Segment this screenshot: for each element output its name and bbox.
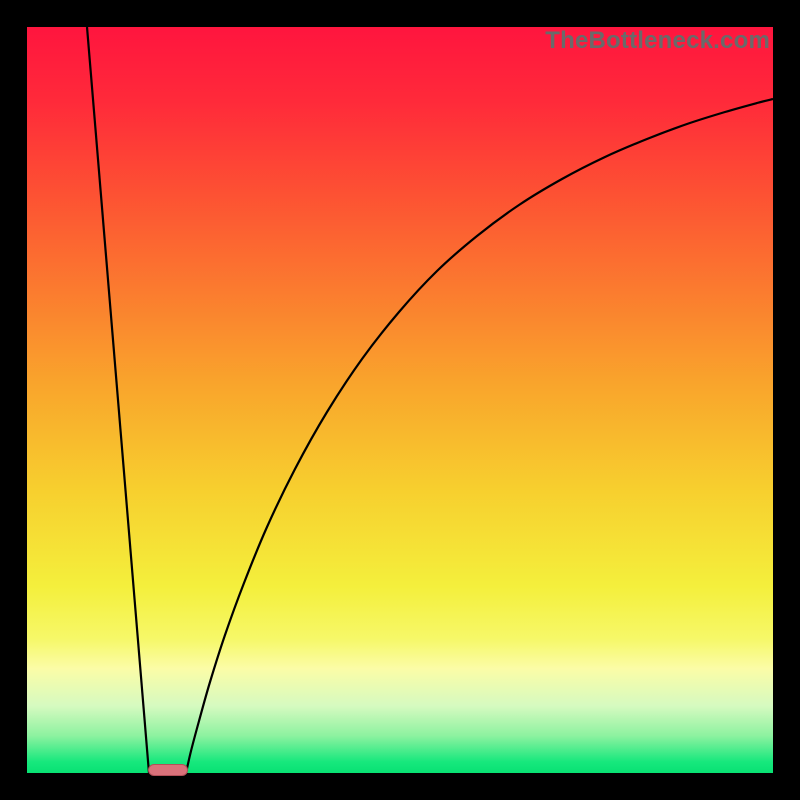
bottleneck-curve — [27, 27, 773, 773]
chart-frame: TheBottleneck.com — [0, 0, 800, 800]
border-top — [0, 0, 800, 27]
curve-right-segment — [186, 99, 773, 773]
plot-area — [27, 27, 773, 773]
watermark-text: TheBottleneck.com — [545, 27, 770, 55]
border-bottom — [0, 773, 800, 800]
curve-left-segment — [87, 27, 149, 773]
border-left — [0, 0, 27, 800]
border-right — [773, 0, 800, 800]
optimal-marker — [148, 764, 188, 776]
